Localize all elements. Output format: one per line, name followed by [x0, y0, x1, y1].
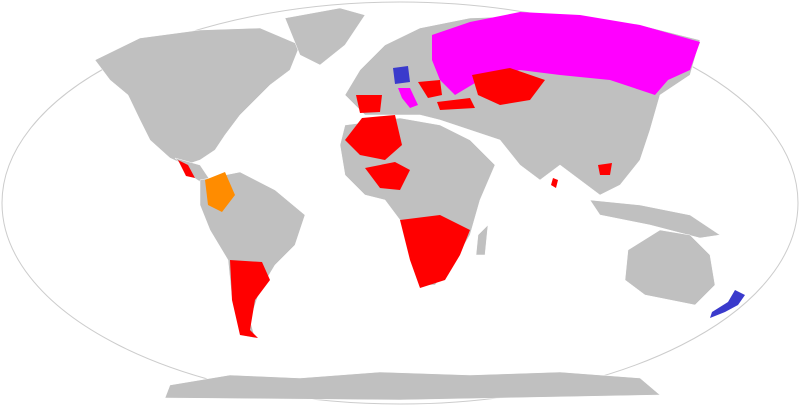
region-red-argentina: [230, 260, 270, 338]
region-red-balkans: [418, 80, 442, 98]
region-red-northwest-africa: [345, 115, 402, 160]
antarctica: [164, 371, 661, 401]
maritime-southeast-asia: [589, 199, 721, 239]
region-red-southern-africa: [400, 215, 470, 288]
region-red-kazakhstan: [472, 68, 545, 105]
region-red-cambodia: [598, 163, 612, 175]
greenland: [284, 7, 366, 66]
region-red-west-africa: [365, 162, 410, 190]
region-orange-colombia: [205, 172, 235, 212]
region-blue-germany: [393, 66, 410, 84]
australia: [624, 229, 716, 306]
region-magenta-italy: [398, 88, 418, 108]
region-red-central-america: [178, 160, 195, 178]
region-blue-new-zealand: [710, 290, 745, 318]
region-red-turkey: [437, 98, 475, 110]
region-red-sri-lanka: [551, 178, 558, 188]
highlighted-regions: [178, 12, 745, 338]
region-red-iberia: [356, 95, 382, 113]
north-america: [94, 27, 301, 166]
madagascar: [475, 224, 489, 256]
